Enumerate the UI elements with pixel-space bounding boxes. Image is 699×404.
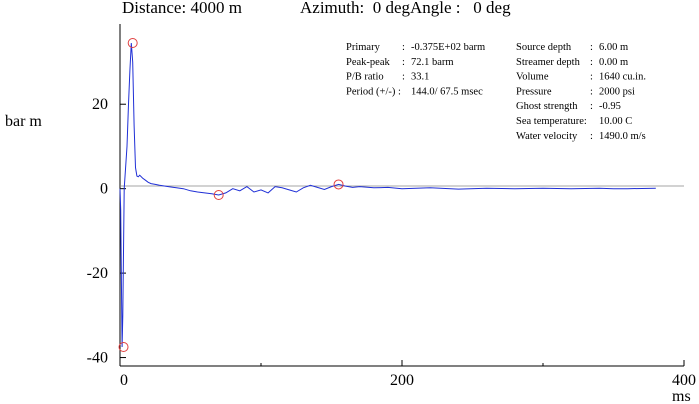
info-separator: : <box>590 57 593 68</box>
peak-marker <box>213 190 224 200</box>
info-separator: : <box>402 42 405 53</box>
peak-marker <box>118 342 129 352</box>
info-label: Period (+/-) : <box>346 86 401 97</box>
info-label: Volume <box>516 72 549 83</box>
x-axis-label: ms <box>672 388 691 404</box>
info-value: 72.1 barm <box>411 57 454 68</box>
y-tick-label: -20 <box>87 265 108 282</box>
info-value: 1640 cu.in. <box>599 72 646 83</box>
info-separator: : <box>402 72 405 83</box>
info-label: Water velocity <box>516 131 578 142</box>
info-value: -0.375E+02 barm <box>411 42 485 53</box>
info-value: -0.95 <box>599 101 621 112</box>
info-label: Streamer depth <box>516 57 581 68</box>
info-separator: : <box>590 131 593 142</box>
info-label: Sea temperature: <box>516 116 587 127</box>
info-label: Primary <box>346 42 381 53</box>
header-distance: Distance: 4000 m <box>122 0 242 17</box>
x-tick-label: 0 <box>120 372 128 389</box>
info-separator: : <box>590 42 593 53</box>
peak-marker <box>127 38 138 48</box>
info-left: Primary: -0.375E+02 barm Peak-peak:72.1 ba… <box>346 42 485 97</box>
info-value: 2000 psi <box>599 86 635 97</box>
info-value: 0.00 m <box>599 57 628 68</box>
y-axis-label: bar m <box>5 113 42 130</box>
info-separator: : <box>590 101 593 112</box>
info-value: 33.1 <box>411 72 429 83</box>
y-tick-label: 20 <box>92 96 108 113</box>
y-tick-label: 0 <box>100 181 108 198</box>
x-tick-label: 200 <box>390 372 414 389</box>
header-azimuth: Azimuth: 0 deg <box>300 0 411 17</box>
info-value: 1490.0 m/s <box>599 131 646 142</box>
info-label: Ghost strength <box>516 101 578 112</box>
peak-marker <box>333 179 344 190</box>
info-label: Source depth <box>516 42 572 53</box>
info-separator: : <box>590 86 593 97</box>
markers <box>118 38 344 352</box>
info-label: Peak-peak <box>346 57 390 68</box>
info-label: Pressure <box>516 86 552 97</box>
info-value: 10.00 C <box>599 116 632 127</box>
info-separator: : <box>590 72 593 83</box>
y-tick-label: -40 <box>87 350 108 367</box>
info-separator: : <box>402 57 405 68</box>
info-label: P/B ratio <box>346 72 384 83</box>
header-angle: Angle : 0 deg <box>410 0 511 17</box>
info-value: 6.00 m <box>599 42 628 53</box>
x-tick-label: 400 <box>672 372 696 389</box>
info-value: 144.0/ 67.5 msec <box>411 86 483 97</box>
